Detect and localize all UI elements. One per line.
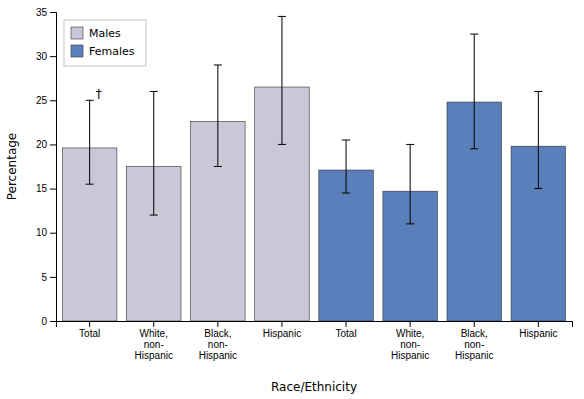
x-tick-label-line: Hispanic: [199, 350, 237, 361]
x-tick-label: Total: [335, 328, 356, 339]
marks: [62, 16, 565, 321]
plot: 05101520253035TotalWhite,non-HispanicBla…: [36, 7, 573, 361]
x-tick-label: Black,non-Hispanic: [199, 328, 237, 361]
error-bar: [86, 100, 94, 184]
x-tick-mark: [281, 321, 282, 327]
x-tick: White,non-Hispanic: [391, 321, 429, 361]
x-tick-label-line: non-: [144, 339, 164, 350]
x-tick-label-line: Hispanic: [391, 350, 429, 361]
error-bar: [150, 91, 158, 215]
y-axis: 0 5 10 15 20 25 30 35: [36, 7, 57, 327]
x-tick-label-line: non-: [464, 339, 484, 350]
x-tick-mark: [346, 321, 347, 327]
y-tick: 0: [41, 316, 56, 327]
y-tick: 5: [41, 272, 56, 283]
x-axis-line: [57, 322, 573, 328]
x-tick: Black,non-Hispanic: [199, 321, 237, 361]
x-tick-mark: [89, 321, 90, 327]
legend-item: Females: [71, 45, 135, 58]
x-tick-label-line: White,: [396, 328, 424, 339]
x-axis-title: Race/Ethnicity: [271, 380, 357, 394]
x-axis: TotalWhite,non-HispanicBlack,non-Hispani…: [57, 321, 573, 361]
x-tick: Hispanic: [519, 321, 557, 339]
x-tick-mark: [474, 321, 475, 327]
error-bar: [534, 91, 542, 188]
x-tick-label-line: Hispanic: [519, 328, 557, 339]
x-tick-label-line: non-: [208, 339, 228, 350]
x-tick-mark: [410, 321, 411, 327]
y-tick: 35: [36, 7, 56, 18]
y-tick: 20: [36, 139, 56, 150]
x-tick-label-line: Black,: [461, 328, 488, 339]
y-tick-mark: [50, 12, 56, 13]
legend-label: Males: [89, 27, 121, 40]
y-tick-label: 30: [36, 51, 48, 62]
x-tick: White,non-Hispanic: [135, 321, 173, 361]
x-tick-label: Hispanic: [519, 328, 557, 339]
error-bar: [278, 16, 286, 144]
x-tick-label-line: Black,: [204, 328, 231, 339]
x-tick-label: White,non-Hispanic: [135, 328, 173, 361]
x-tick-label-line: White,: [140, 328, 168, 339]
y-tick: 25: [36, 95, 56, 106]
y-tick-label: 0: [41, 316, 47, 327]
legend-swatch: [71, 27, 83, 39]
x-tick: Total: [335, 321, 356, 339]
error-bar: [342, 140, 350, 193]
legend-item: Males: [71, 27, 121, 40]
x-tick-label: Black,non-Hispanic: [455, 328, 493, 361]
y-tick-label: 25: [36, 95, 48, 106]
error-bar: [470, 34, 478, 149]
x-tick: Total: [79, 321, 100, 339]
y-tick: 15: [36, 183, 56, 194]
x-tick: Black,non-Hispanic: [455, 321, 493, 361]
y-tick-mark: [50, 189, 56, 190]
y-tick-mark: [50, 100, 56, 101]
y-tick-mark: [50, 321, 56, 322]
legend: Males Females: [64, 20, 146, 66]
legend-label: Females: [89, 45, 135, 58]
annotation: †: [96, 87, 102, 101]
x-tick-label-line: Hispanic: [263, 328, 301, 339]
x-tick-label-line: Total: [335, 328, 356, 339]
x-tick-mark: [217, 321, 218, 327]
y-tick-label: 35: [36, 7, 48, 18]
x-tick-label: Total: [79, 328, 100, 339]
y-tick-label: 5: [41, 272, 47, 283]
y-tick-mark: [50, 277, 56, 278]
y-tick: 30: [36, 51, 56, 62]
x-tick-label-line: Total: [79, 328, 100, 339]
y-tick-label: 15: [36, 183, 48, 194]
y-tick-mark: [50, 56, 56, 57]
x-tick-mark: [538, 321, 539, 327]
y-axis-title: Percentage: [5, 133, 19, 201]
series: [62, 16, 309, 321]
y-tick-mark: [50, 233, 56, 234]
y-tick-label: 10: [36, 227, 48, 238]
x-tick-label-line: Hispanic: [455, 350, 493, 361]
chart: 05101520253035TotalWhite,non-HispanicBla…: [0, 0, 584, 399]
error-bar: [214, 65, 222, 167]
y-tick-mark: [50, 144, 56, 145]
legend-frame: [64, 20, 146, 66]
y-tick-label: 20: [36, 139, 48, 150]
x-tick-label-line: Hispanic: [135, 350, 173, 361]
y-tick: 10: [36, 227, 56, 238]
x-tick-label: White,non-Hispanic: [391, 328, 429, 361]
x-tick-label: Hispanic: [263, 328, 301, 339]
error-bar: [406, 144, 414, 223]
x-tick-mark: [153, 321, 154, 327]
x-tick: Hispanic: [263, 321, 301, 339]
legend-swatch: [71, 45, 83, 57]
y-axis-line: [50, 13, 57, 322]
x-tick-label-line: non-: [400, 339, 420, 350]
series: [319, 34, 566, 321]
